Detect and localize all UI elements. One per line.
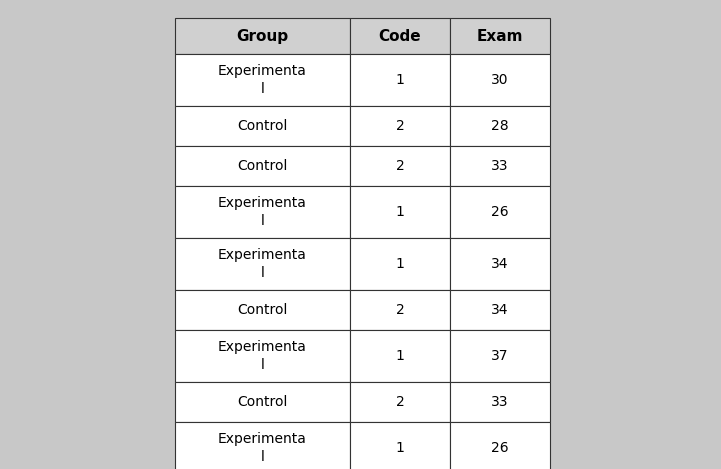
Text: 33: 33 bbox=[491, 395, 509, 409]
Bar bbox=[350, 106, 450, 146]
Bar bbox=[350, 186, 450, 238]
Bar bbox=[175, 382, 350, 422]
Text: Exam: Exam bbox=[477, 29, 523, 44]
Bar bbox=[175, 290, 350, 330]
Bar bbox=[175, 106, 350, 146]
Bar bbox=[450, 54, 550, 106]
Text: 34: 34 bbox=[491, 257, 509, 271]
Text: Experimenta
l: Experimenta l bbox=[218, 340, 307, 371]
Text: Experimenta
l: Experimenta l bbox=[218, 197, 307, 227]
Bar bbox=[450, 238, 550, 290]
Bar bbox=[450, 146, 550, 186]
Bar bbox=[450, 422, 550, 469]
Text: 2: 2 bbox=[396, 395, 404, 409]
Text: 26: 26 bbox=[491, 205, 509, 219]
Bar bbox=[350, 18, 450, 54]
Text: 33: 33 bbox=[491, 159, 509, 173]
Bar bbox=[450, 330, 550, 382]
Bar bbox=[175, 146, 350, 186]
Bar bbox=[350, 330, 450, 382]
Bar bbox=[350, 54, 450, 106]
Bar bbox=[175, 422, 350, 469]
Bar bbox=[450, 290, 550, 330]
Text: 37: 37 bbox=[491, 349, 509, 363]
Text: Group: Group bbox=[236, 29, 288, 44]
Text: 1: 1 bbox=[396, 205, 404, 219]
Text: Control: Control bbox=[237, 303, 288, 317]
Bar bbox=[450, 106, 550, 146]
Bar bbox=[175, 186, 350, 238]
Bar bbox=[175, 18, 350, 54]
Text: Control: Control bbox=[237, 395, 288, 409]
Text: 1: 1 bbox=[396, 257, 404, 271]
Text: Experimenta
l: Experimenta l bbox=[218, 249, 307, 280]
Text: Experimenta
l: Experimenta l bbox=[218, 64, 307, 96]
Bar bbox=[350, 382, 450, 422]
Text: 1: 1 bbox=[396, 349, 404, 363]
Text: Control: Control bbox=[237, 159, 288, 173]
Text: 2: 2 bbox=[396, 159, 404, 173]
Text: Control: Control bbox=[237, 119, 288, 133]
Text: 1: 1 bbox=[396, 73, 404, 87]
Bar bbox=[175, 54, 350, 106]
Text: Code: Code bbox=[379, 29, 421, 44]
Bar bbox=[350, 146, 450, 186]
Bar bbox=[350, 290, 450, 330]
Text: Experimenta
l: Experimenta l bbox=[218, 432, 307, 464]
Text: 28: 28 bbox=[491, 119, 509, 133]
Bar bbox=[350, 422, 450, 469]
Text: 2: 2 bbox=[396, 119, 404, 133]
Bar bbox=[175, 330, 350, 382]
Text: 1: 1 bbox=[396, 441, 404, 455]
Bar bbox=[175, 238, 350, 290]
Text: 2: 2 bbox=[396, 303, 404, 317]
Bar bbox=[350, 238, 450, 290]
Bar bbox=[450, 18, 550, 54]
Bar bbox=[450, 382, 550, 422]
Text: 30: 30 bbox=[491, 73, 509, 87]
Text: 26: 26 bbox=[491, 441, 509, 455]
Bar bbox=[450, 186, 550, 238]
Text: 34: 34 bbox=[491, 303, 509, 317]
